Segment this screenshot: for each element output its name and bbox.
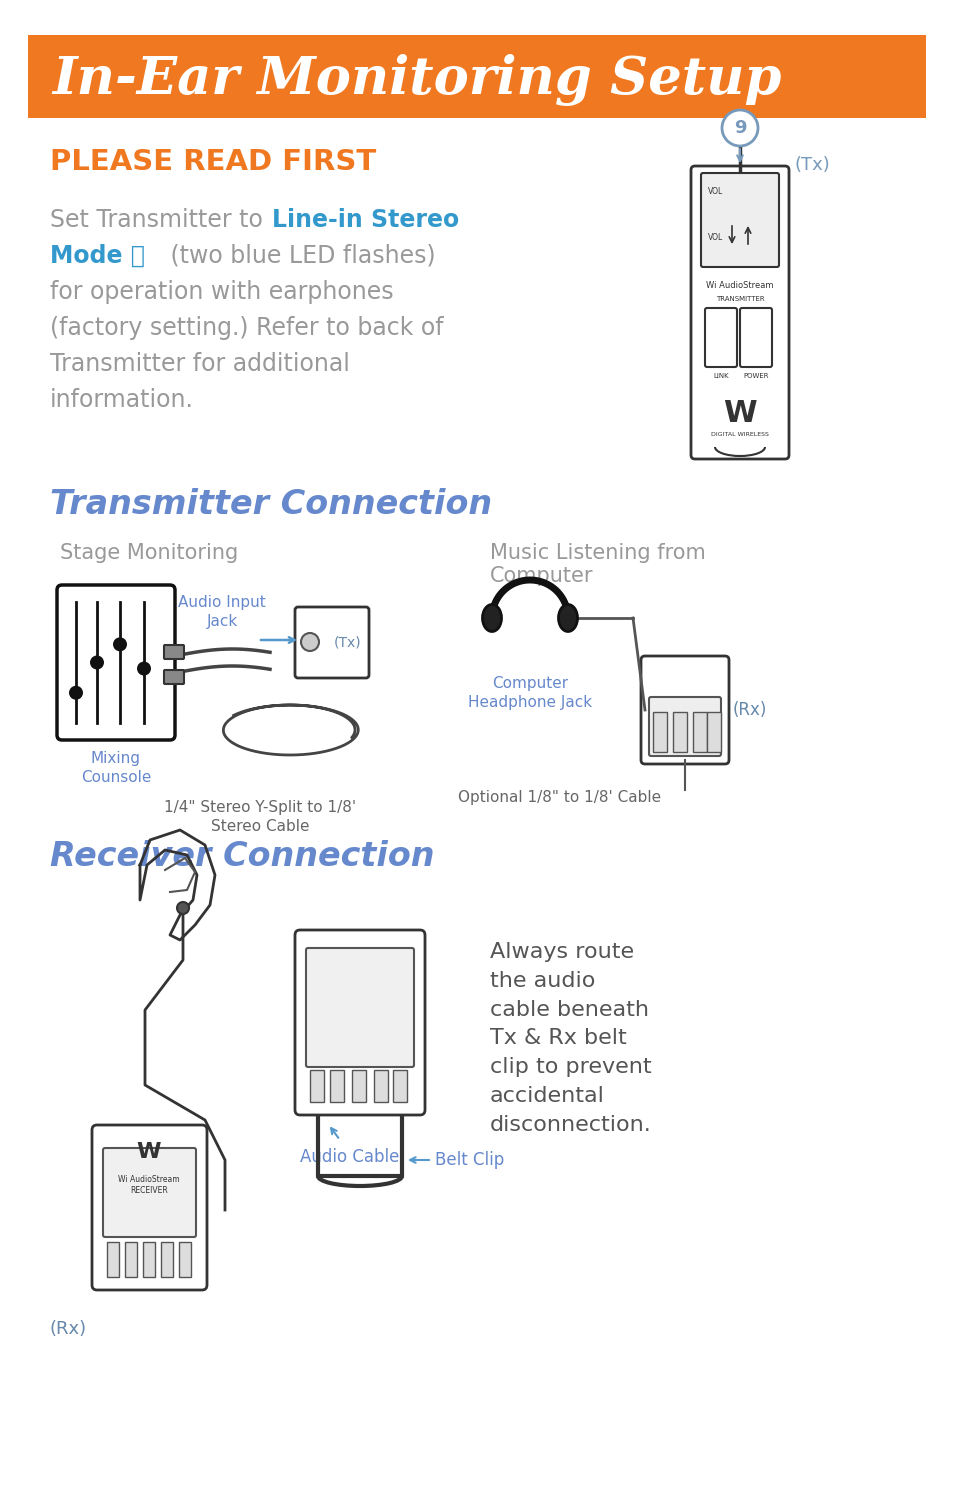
- Text: (Rx): (Rx): [732, 701, 766, 719]
- Circle shape: [721, 110, 758, 146]
- Text: 1/4" Stereo Y-Split to 1/8'
Stereo Cable: 1/4" Stereo Y-Split to 1/8' Stereo Cable: [164, 800, 355, 834]
- Text: Music Listening from
Computer: Music Listening from Computer: [490, 543, 705, 586]
- Bar: [374, 1070, 388, 1103]
- Text: Stage Monitoring: Stage Monitoring: [60, 543, 238, 562]
- Text: DIGITAL WIRELESS: DIGITAL WIRELESS: [710, 433, 768, 437]
- Text: Audio Input
Jack: Audio Input Jack: [178, 595, 266, 628]
- Text: Transmitter Connection: Transmitter Connection: [50, 488, 492, 521]
- Text: 9: 9: [733, 119, 745, 137]
- FancyBboxPatch shape: [690, 166, 788, 460]
- Text: POWER: POWER: [742, 373, 768, 379]
- FancyBboxPatch shape: [103, 1147, 195, 1237]
- FancyBboxPatch shape: [704, 307, 737, 367]
- Text: Line-in Stereo: Line-in Stereo: [272, 207, 458, 231]
- Circle shape: [69, 686, 83, 700]
- Text: VOL: VOL: [707, 234, 722, 243]
- Circle shape: [177, 903, 189, 915]
- Text: Transmitter for additional: Transmitter for additional: [50, 352, 350, 376]
- Text: Optional 1/8" to 1/8' Cable: Optional 1/8" to 1/8' Cable: [458, 789, 660, 806]
- FancyBboxPatch shape: [57, 585, 174, 740]
- Bar: [706, 712, 720, 752]
- Text: TRANSMITTER: TRANSMITTER: [715, 295, 763, 301]
- Text: Mode Ⓣ: Mode Ⓣ: [50, 245, 145, 269]
- Bar: [143, 1241, 154, 1277]
- Text: Audio Cable: Audio Cable: [300, 1147, 399, 1167]
- Bar: [672, 712, 686, 752]
- Text: Wi AudioStream
RECEIVER: Wi AudioStream RECEIVER: [118, 1176, 179, 1195]
- Text: In-Ear Monitoring Setup: In-Ear Monitoring Setup: [52, 54, 781, 106]
- FancyBboxPatch shape: [640, 656, 728, 764]
- Text: (factory setting.) Refer to back of: (factory setting.) Refer to back of: [50, 316, 443, 340]
- Text: LINK: LINK: [713, 373, 728, 379]
- Text: (two blue LED flashes): (two blue LED flashes): [163, 245, 436, 269]
- FancyBboxPatch shape: [28, 34, 925, 118]
- Text: Always route
the audio
cable beneath
Tx & Rx belt
clip to prevent
accidental
dis: Always route the audio cable beneath Tx …: [490, 941, 651, 1135]
- Text: PLEASE READ FIRST: PLEASE READ FIRST: [50, 148, 375, 176]
- Bar: [352, 1070, 366, 1103]
- FancyBboxPatch shape: [164, 670, 184, 683]
- Circle shape: [137, 661, 151, 676]
- Bar: [161, 1241, 172, 1277]
- Bar: [652, 712, 666, 752]
- Text: W: W: [722, 398, 756, 428]
- Ellipse shape: [482, 604, 501, 631]
- Text: Receiver Connection: Receiver Connection: [50, 840, 434, 873]
- Text: Wi AudioStream: Wi AudioStream: [705, 280, 773, 289]
- FancyBboxPatch shape: [91, 1125, 207, 1291]
- FancyBboxPatch shape: [306, 947, 414, 1067]
- FancyBboxPatch shape: [700, 173, 779, 267]
- Bar: [125, 1241, 137, 1277]
- FancyBboxPatch shape: [294, 607, 369, 677]
- Text: information.: information.: [50, 388, 193, 412]
- FancyBboxPatch shape: [648, 697, 720, 756]
- Text: Computer
Headphone Jack: Computer Headphone Jack: [468, 676, 592, 710]
- Ellipse shape: [558, 604, 577, 631]
- Text: W: W: [136, 1141, 161, 1162]
- Bar: [107, 1241, 119, 1277]
- Text: for operation with earphones: for operation with earphones: [50, 280, 394, 304]
- Text: Set Transmitter to: Set Transmitter to: [50, 207, 270, 231]
- Circle shape: [112, 637, 127, 652]
- Text: (Tx): (Tx): [334, 636, 361, 649]
- Bar: [310, 1070, 324, 1103]
- FancyBboxPatch shape: [164, 645, 184, 659]
- Bar: [330, 1070, 344, 1103]
- Bar: [692, 712, 706, 752]
- Text: (Rx): (Rx): [50, 1320, 87, 1338]
- Circle shape: [90, 655, 104, 670]
- Text: Mixing
Counsole: Mixing Counsole: [81, 750, 151, 785]
- Text: Belt Clip: Belt Clip: [435, 1150, 504, 1170]
- Circle shape: [301, 633, 318, 651]
- Bar: [179, 1241, 191, 1277]
- FancyBboxPatch shape: [294, 930, 424, 1115]
- Bar: [393, 1070, 407, 1103]
- Text: VOL: VOL: [707, 186, 722, 195]
- Text: (Tx): (Tx): [794, 157, 830, 175]
- FancyBboxPatch shape: [740, 307, 771, 367]
